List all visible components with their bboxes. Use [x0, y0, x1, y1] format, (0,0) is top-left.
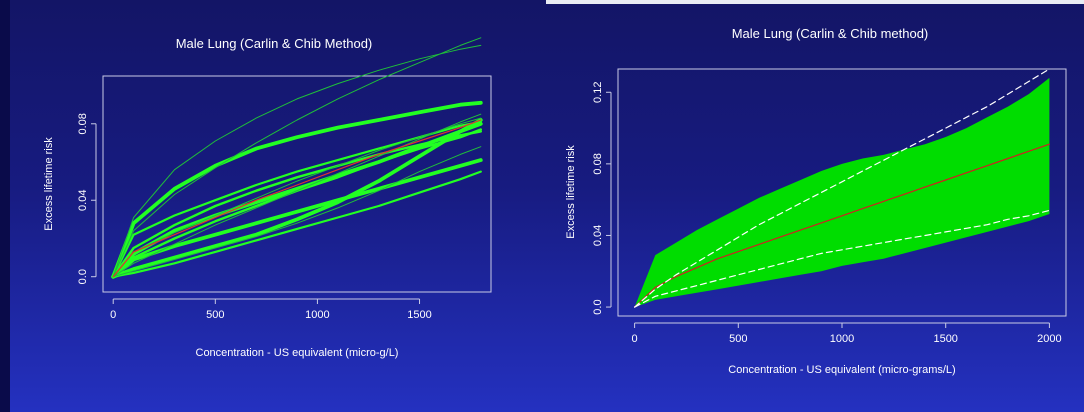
chart-left-plot-frame	[102, 75, 492, 293]
series-line-6	[111, 130, 482, 278]
chart-right-axes: 0 500 1000 1500 2000 0.0 0.04 0.08 0.12	[592, 82, 1062, 345]
y-tick-label: 0.08	[77, 113, 89, 134]
chart-right-title: Male Lung (Carlin & Chib method)	[732, 26, 929, 41]
x-tick-label: 500	[729, 333, 747, 345]
x-tick-label: 1500	[933, 333, 957, 345]
uncertainty-band	[634, 77, 1050, 308]
chart-left-axes: 0 500 1000 1500 0.0 0.04 0.08	[77, 113, 432, 321]
y-tick-label: 0.04	[592, 225, 604, 246]
series-line-1	[111, 100, 483, 279]
x-tick-label: 1000	[305, 309, 329, 321]
chart-right: Male Lung (Carlin & Chib method) 0 500 100…	[565, 26, 1067, 376]
y-tick-label: 0.12	[592, 82, 604, 103]
chart-left-title: Male Lung (Carlin & Chib Method)	[176, 36, 373, 51]
chart-right-xlabel: Concentration - US equivalent (micro-gra…	[728, 364, 955, 376]
series-line-12	[112, 113, 482, 278]
chart-left: Male Lung (Carlin & Chib Method) 0 500 100…	[43, 36, 492, 359]
y-tick-label: 0.0	[77, 269, 89, 284]
chart-left-xlabel: Concentration - US equivalent (micro-g/L…	[196, 347, 399, 359]
series-line-7	[112, 170, 482, 278]
x-tick-label: 500	[206, 309, 224, 321]
y-tick-label: 0.04	[77, 190, 89, 211]
x-tick-label: 0	[632, 333, 638, 345]
y-tick-label: 0.08	[592, 153, 604, 174]
left-edge-strip	[0, 0, 10, 412]
x-tick-label: 1500	[407, 309, 431, 321]
series-line-10	[112, 37, 482, 278]
chart-right-marks	[633, 68, 1050, 308]
series-line-2	[633, 68, 1050, 308]
chart-left-ylabel: Excess lifetime risk	[43, 137, 55, 231]
series-line-13	[112, 117, 482, 278]
chart-right-plot-frame	[617, 68, 1067, 317]
series-line-3	[633, 209, 1050, 308]
series-line-9	[112, 44, 482, 278]
series-line-1	[633, 143, 1050, 308]
top-edge-strip	[546, 0, 1084, 4]
series-line-4	[111, 118, 483, 279]
y-tick-label: 0.0	[592, 299, 604, 314]
chart-left-marks	[111, 37, 483, 279]
x-tick-label: 2000	[1037, 333, 1061, 345]
chart-right-ylabel: Excess lifetime risk	[565, 145, 577, 239]
x-tick-label: 0	[110, 309, 116, 321]
series-line-14	[112, 119, 482, 278]
series-line-11	[112, 146, 482, 278]
x-tick-label: 1000	[830, 333, 854, 345]
